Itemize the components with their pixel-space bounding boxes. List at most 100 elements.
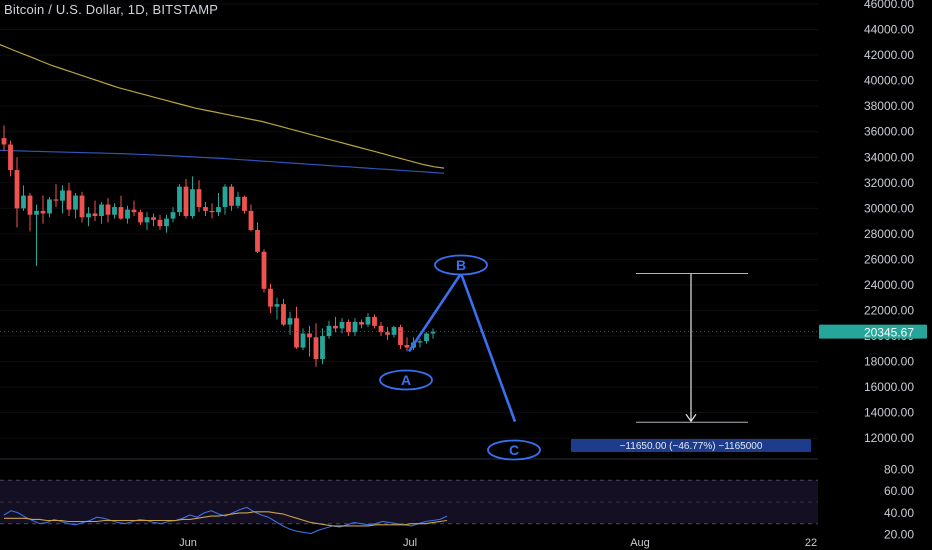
- candle-body: [372, 316, 377, 326]
- candle-body: [157, 219, 163, 227]
- candle-body: [196, 189, 202, 208]
- price-tick-label: 36000.00: [864, 125, 914, 139]
- time-tick-label: Jun: [179, 537, 197, 549]
- price-axis-bg: [818, 0, 932, 550]
- wave-label-c: C: [487, 439, 541, 461]
- candle-body: [229, 186, 234, 206]
- wave-label-ellipse: [379, 369, 433, 391]
- chart-title: Bitcoin / U.S. Dollar, 1D, BITSTAMP: [4, 2, 219, 17]
- candle-body: [365, 316, 371, 325]
- price-tick-label: 46000.00: [864, 0, 914, 11]
- rsi-tick-label: 80.00: [884, 462, 914, 476]
- candle-body: [105, 204, 111, 215]
- wave-annotations[interactable]: A B C: [379, 254, 541, 461]
- price-tick-label: 30000.00: [864, 201, 914, 215]
- rsi-tick-label: 20.00: [884, 528, 914, 542]
- candle-body: [313, 337, 319, 360]
- wave-label-ellipse: [487, 439, 541, 461]
- rsi-pane: [0, 479, 818, 535]
- candle-body: [222, 186, 228, 208]
- wave-label-text: A: [401, 372, 411, 388]
- candle-body: [235, 196, 241, 206]
- time-axis[interactable]: Jun Jul Aug 22: [179, 537, 817, 549]
- price-tick-label: 14000.00: [864, 406, 914, 420]
- moving-averages: [0, 44, 445, 174]
- price-axis[interactable]: 46000.00 44000.00 42000.00 40000.00 38000.00…: [818, 0, 932, 550]
- candle-body: [281, 304, 286, 325]
- measure-tool[interactable]: −11650.00 (−46.77%) −1165000: [571, 272, 811, 452]
- time-tick-label: Jul: [403, 537, 417, 549]
- candle-body: [138, 212, 143, 223]
- candles: [1, 125, 436, 367]
- candle-body: [99, 204, 104, 217]
- candle-body: [216, 207, 221, 213]
- candle-body: [118, 207, 124, 219]
- measure-badge-label: −11650.00 (−46.77%) −1165000: [620, 441, 763, 452]
- candle-body: [417, 341, 423, 343]
- candle-body: [66, 190, 72, 210]
- candle-body: [242, 196, 247, 211]
- candle-body: [209, 210, 215, 213]
- candle-body: [255, 230, 260, 252]
- candle-body: [27, 195, 33, 215]
- price-tick-label: 38000.00: [864, 99, 914, 113]
- candle-body: [183, 186, 189, 217]
- candle-body: [170, 212, 176, 219]
- candle-body: [125, 209, 130, 219]
- rsi-tick-label: 60.00: [884, 484, 914, 498]
- candle-body: [60, 190, 65, 201]
- candle-body: [294, 318, 299, 348]
- candle-body: [131, 209, 137, 213]
- wave-label-text: B: [456, 257, 466, 273]
- price-tick-label: 26000.00: [864, 252, 914, 266]
- price-tick-label: 18000.00: [864, 355, 914, 369]
- candle-body: [112, 207, 117, 215]
- price-tick-label: 28000.00: [864, 227, 914, 241]
- measure-badge: [571, 439, 811, 452]
- candle-body: [359, 322, 364, 325]
- current-price-badge: [819, 324, 927, 339]
- price-tick-label: 34000.00: [864, 150, 914, 164]
- current-price-label: 20345.67: [864, 326, 914, 340]
- price-tick-label: 32000.00: [864, 176, 914, 190]
- candle-body: [21, 195, 26, 209]
- candle-body: [326, 325, 332, 337]
- candle-body: [79, 195, 85, 218]
- candle-body: [339, 322, 345, 329]
- candle-body: [40, 210, 46, 214]
- price-tick-label: 12000.00: [864, 431, 914, 445]
- price-tick-label: 16000.00: [864, 380, 914, 394]
- candle-body: [404, 344, 410, 348]
- candle-body: [268, 288, 273, 307]
- price-tick-label: 40000.00: [864, 74, 914, 88]
- candle-body: [203, 207, 208, 211]
- candle-body: [333, 325, 338, 329]
- candle-body: [53, 199, 59, 201]
- wave-label-ellipse: [434, 254, 488, 276]
- candle-body: [287, 318, 293, 325]
- candle-body: [1, 138, 7, 145]
- moving-average-line: [0, 44, 445, 169]
- candle-body: [300, 333, 306, 348]
- candle-body: [86, 213, 91, 218]
- rsi-line: [4, 511, 448, 527]
- candle-body: [261, 251, 267, 289]
- candle-body: [307, 333, 312, 338]
- candle-body: [144, 217, 150, 223]
- candle-body: [346, 322, 351, 333]
- rsi-line: [3, 506, 448, 535]
- moving-average-line: [0, 149, 445, 174]
- candle-body: [248, 210, 254, 231]
- grid: [0, 3, 932, 460]
- candle-body: [385, 332, 390, 335]
- rsi-tick-label: 40.00: [884, 506, 914, 520]
- candle-body: [320, 336, 325, 360]
- candle-body: [73, 195, 78, 210]
- candle-body: [177, 186, 182, 213]
- candle-body: [424, 333, 429, 342]
- time-tick-label: Aug: [630, 537, 650, 549]
- candle-body: [430, 331, 436, 334]
- candle-body: [391, 327, 397, 335]
- price-tick-label: 44000.00: [864, 23, 914, 37]
